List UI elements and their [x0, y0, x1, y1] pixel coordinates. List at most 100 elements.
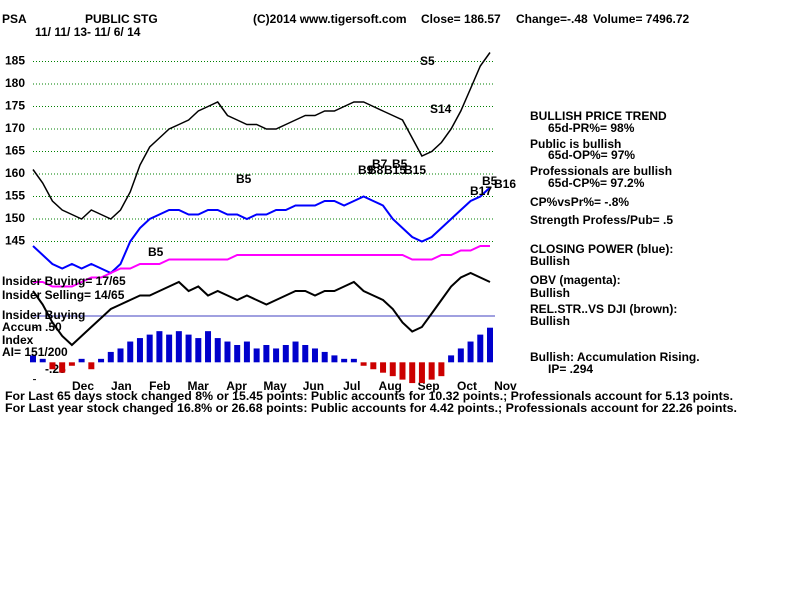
- accum-bar: [224, 341, 231, 363]
- side-note: Bullish: [530, 314, 570, 328]
- annotation: B15: [404, 163, 426, 177]
- accum-bar: [156, 331, 163, 363]
- x-tick-label: Aug: [379, 379, 402, 393]
- left-note: AI= 151/200: [2, 345, 68, 359]
- footer-note: For Last year stock changed 16.8% or 26.…: [5, 401, 737, 415]
- y-tick-label: 170: [5, 121, 25, 135]
- side-note: CP%vsPr%= -.8%: [530, 195, 629, 209]
- accum-bar: [49, 362, 56, 370]
- accum-bar: [136, 338, 143, 363]
- indicator-line: [32, 271, 491, 347]
- side-note: 65d-PR%= 98%: [548, 121, 635, 135]
- side-note: Bullish: Accumulation Rising.: [530, 350, 700, 364]
- accum-bar: [360, 362, 367, 366]
- accum-bar: [438, 362, 445, 377]
- symbol: PSA: [2, 12, 27, 26]
- accum-bar: [428, 362, 435, 380]
- annotation: B5: [236, 172, 252, 186]
- accum-bar: [166, 334, 173, 363]
- annotation: B7: [372, 157, 388, 171]
- accum-bar: [195, 338, 202, 363]
- accum-bar: [30, 355, 36, 363]
- accum-bar: [78, 358, 85, 363]
- accum-bar: [487, 327, 493, 363]
- accum-bar: [311, 348, 318, 363]
- accum-bar: [418, 362, 425, 384]
- side-note: 65d-OP%= 97%: [548, 148, 635, 162]
- y-tick-label: 155: [5, 189, 25, 203]
- accum-bar: [457, 348, 464, 363]
- accum-bar: [243, 341, 250, 363]
- stat: Close= 186.57: [421, 12, 501, 26]
- x-tick-label: Feb: [149, 379, 170, 393]
- x-tick-label: Mar: [188, 379, 210, 393]
- side-note: IP= .294: [548, 362, 593, 376]
- side-note: Public is bullish: [530, 137, 621, 151]
- side-note: Professionals are bullish: [530, 164, 672, 178]
- side-note: REL.STR..VS DJI (brown):: [530, 302, 677, 316]
- y-tick-label: 145: [5, 234, 25, 248]
- side-note: Strength Profess/Pub= .5: [530, 213, 673, 227]
- annotation: B5: [392, 157, 408, 171]
- side-note: Bullish: [530, 286, 570, 300]
- accum-bar: [175, 331, 182, 363]
- accum-bar: [282, 345, 289, 363]
- accum-bar: [302, 345, 309, 363]
- annotation: B5: [482, 174, 498, 188]
- price-line: [32, 52, 491, 220]
- accum-bar: [107, 351, 114, 363]
- annotation: S14: [430, 102, 452, 116]
- x-tick-label: Nov: [494, 379, 517, 393]
- annotation: B8: [368, 163, 384, 177]
- accum-bar: [399, 362, 406, 380]
- accum-bar: [98, 358, 105, 363]
- y-tick-label: 165: [5, 144, 25, 158]
- accum-bar: [39, 358, 46, 363]
- side-note: BULLISH PRICE TREND: [530, 109, 667, 123]
- accum-bar: [88, 362, 95, 370]
- y-tick-label: 160: [5, 166, 25, 180]
- copyright: (C)2014 www.tigersoft.com: [253, 12, 407, 26]
- accum-bar: [409, 362, 416, 384]
- x-tick-label: Apr: [226, 379, 247, 393]
- left-note: Insider Buying= 17/65: [2, 274, 126, 288]
- stat: Volume= 7496.72: [593, 12, 689, 26]
- indicator-line: [33, 245, 490, 288]
- left-note: Accum: [2, 320, 42, 334]
- left-note: Insider Selling= 14/65: [2, 288, 125, 302]
- annotation: B5: [148, 245, 164, 259]
- accum-bar: [321, 351, 328, 363]
- side-note: CLOSING POWER (blue):: [530, 242, 673, 256]
- side-note: 65d-CP%= 97.2%: [548, 176, 645, 190]
- accum-bar: [467, 341, 474, 363]
- left-note: Index: [2, 333, 34, 347]
- date-range: 11/ 11/ 13- 11/ 6/ 14: [35, 25, 141, 39]
- accum-bar: [117, 348, 124, 363]
- x-tick-label: Jul: [343, 379, 360, 393]
- accum-bar: [273, 348, 280, 363]
- accum-bar: [389, 362, 396, 377]
- accum-bar: [341, 358, 348, 363]
- y-tick-label: 180: [5, 76, 25, 90]
- accum-bar: [380, 362, 387, 373]
- y-tick-label: 150: [5, 211, 25, 225]
- accum-bar: [263, 345, 270, 363]
- x-tick-label: May: [263, 379, 287, 393]
- annotation: B9: [358, 163, 374, 177]
- accum-bar: [68, 362, 75, 366]
- y-tick-label: 185: [5, 54, 25, 68]
- accum-bar: [448, 355, 455, 363]
- accum-bar: [234, 345, 241, 363]
- x-tick-label: Jan: [111, 379, 132, 393]
- accum-bar: [127, 341, 134, 363]
- annotation: B16: [494, 177, 516, 191]
- accum-bar: [59, 362, 66, 373]
- accum-bar: [205, 331, 212, 363]
- accum-bar: [477, 334, 484, 363]
- y-tick-label: 175: [5, 99, 25, 113]
- accum-bar: [214, 338, 221, 363]
- x-tick-label: Dec: [72, 379, 94, 393]
- accum-bar: [292, 341, 299, 363]
- accum-bar: [350, 358, 357, 363]
